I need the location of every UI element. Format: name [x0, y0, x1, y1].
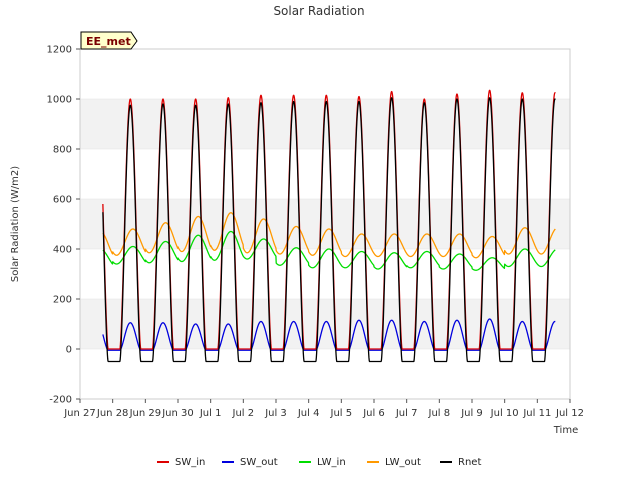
y-tick-label: -200: [49, 395, 72, 406]
plot-frame: [79, 48, 571, 400]
x-tick-label: Jul 5: [330, 408, 353, 419]
grid-band: [80, 199, 570, 249]
x-tick-label: Jul 7: [395, 408, 418, 419]
x-tick-label: Jul 6: [362, 408, 385, 419]
y-tick-label: 1200: [47, 45, 72, 56]
series-layer: [102, 89, 556, 363]
x-tick-label: Jul 9: [460, 408, 483, 419]
series-line-rnet: [102, 97, 556, 363]
legend-label: SW_in: [175, 457, 205, 468]
legend: SW_in SW_out LW_in LW_out Rnet: [157, 457, 481, 468]
x-tick-label: Jul 4: [297, 408, 320, 419]
series-line-lw-out: [102, 212, 556, 259]
y-axis-ticks: -200 0 200 400 600 800 1000 1200: [47, 45, 80, 406]
x-tick-label: Jul 12: [555, 408, 584, 419]
legend-label: Rnet: [458, 457, 481, 468]
x-tick-label: Jul 11: [522, 408, 551, 419]
x-tick-label: Jul 3: [264, 408, 287, 419]
y-axis-title: Solar Radiation (W/m2): [10, 166, 21, 282]
y-tick-label: 200: [53, 295, 72, 306]
badge-shape: [80, 31, 138, 50]
chart-title: Solar Radiation: [273, 4, 364, 18]
x-tick-label: Jul 10: [490, 408, 519, 419]
x-tick-label: Jul 8: [428, 408, 451, 419]
x-tick-label: Jun 29: [129, 408, 162, 419]
y-tick-label: 800: [53, 145, 72, 156]
legend-label: LW_in: [317, 457, 346, 468]
series-line-lw-in: [102, 230, 556, 271]
station-badge: EE_met: [80, 31, 138, 50]
legend-label: SW_out: [240, 457, 278, 468]
x-tick-label: Jul 2: [232, 408, 255, 419]
x-tick-label: Jun 27: [63, 408, 96, 419]
y-tick-label: 1000: [47, 95, 72, 106]
x-axis-title: Time: [553, 425, 578, 436]
y-tick-label: 0: [66, 345, 72, 356]
x-tick-label: Jun 28: [96, 408, 129, 419]
y-tick-label: 400: [53, 245, 72, 256]
y-tick-label: 600: [53, 195, 72, 206]
badge-label: EE_met: [86, 35, 131, 48]
grid-bands: [80, 99, 570, 349]
legend-label: LW_out: [385, 457, 421, 468]
x-axis-ticks: Jun 27 Jun 28 Jun 29 Jun 30 Jul 1 Jul 2 Jul 3 J…: [63, 399, 584, 419]
x-tick-label: Jul 1: [199, 408, 222, 419]
x-tick-label: Jun 30: [161, 408, 194, 419]
